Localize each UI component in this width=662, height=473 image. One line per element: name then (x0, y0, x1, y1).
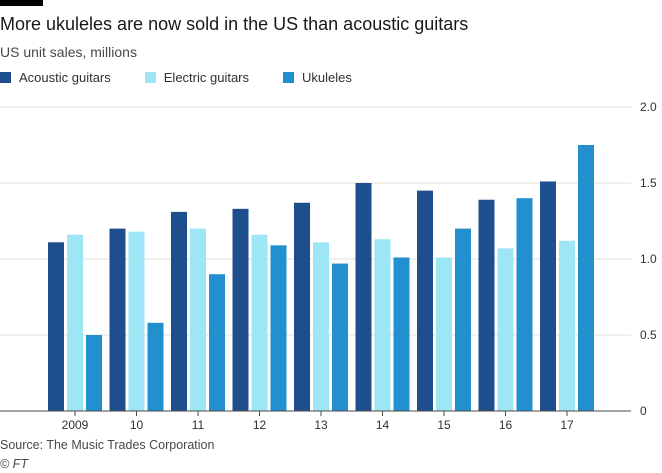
bar-ukuleles (455, 228, 471, 411)
bar-ukuleles (332, 263, 348, 411)
legend-item-acoustic: Acoustic guitars (0, 70, 111, 85)
bar-ukuleles (578, 145, 594, 411)
bar-electric-guitars (436, 257, 452, 411)
x-tick-label: 2009 (62, 418, 89, 432)
legend-swatch-electric (144, 71, 156, 83)
x-tick-label: 10 (130, 418, 144, 432)
bar-electric-guitars (559, 240, 575, 411)
x-tick-label: 16 (499, 418, 513, 432)
ft-top-bar (0, 0, 43, 6)
bar-acoustic-guitars (417, 190, 433, 411)
bar-ukuleles (393, 257, 410, 411)
bar-acoustic-guitars (294, 202, 310, 411)
x-tick-label: 12 (253, 418, 267, 432)
bar-electric-guitars (313, 242, 329, 411)
x-tick-label: 14 (376, 418, 390, 432)
y-tick-label: 1.5 (640, 176, 657, 190)
x-tick-label: 15 (437, 418, 451, 432)
bar-electric-guitars (497, 248, 514, 411)
source-note: Source: The Music Trades Corporation (0, 438, 215, 452)
bar-ukuleles (516, 198, 533, 411)
ft-credit: © FT (0, 457, 28, 471)
y-tick-label: 0.5 (640, 328, 657, 342)
bar-electric-guitars (251, 234, 268, 411)
legend-item-ukuleles: Ukuleles (283, 70, 352, 85)
bar-acoustic-guitars (109, 228, 126, 411)
legend-label-ukuleles: Ukuleles (302, 69, 352, 85)
bar-electric-guitars (128, 231, 145, 411)
bar-acoustic-guitars (232, 208, 249, 411)
x-tick-label: 13 (314, 418, 328, 432)
bar-electric-guitars (374, 239, 391, 411)
bar-acoustic-guitars (478, 199, 495, 411)
bar-electric-guitars (190, 228, 206, 411)
bar-acoustic-guitars (48, 242, 64, 411)
bar-ukuleles (270, 245, 287, 411)
legend-swatch-ukuleles (283, 71, 295, 83)
bar-acoustic-guitars (540, 181, 556, 411)
y-tick-label: 2.0 (640, 100, 657, 114)
bar-ukuleles (209, 274, 225, 411)
bar-chart: 0 0.5 1.0 1.5 2.0 2009 10 11 12 13 14 15 16 17 (0, 100, 657, 432)
bar-ukuleles (147, 322, 164, 411)
bar-ukuleles (86, 335, 102, 411)
bar-electric-guitars (67, 234, 83, 411)
bar-acoustic-guitars (171, 211, 187, 411)
legend-swatch-acoustic (0, 71, 11, 83)
chart-subtitle: US unit sales, millions (0, 44, 137, 60)
y-tick-label: 0 (640, 404, 647, 418)
legend-label-acoustic: Acoustic guitars (19, 69, 111, 85)
legend-item-electric: Electric guitars (144, 69, 250, 85)
x-tick-label: 11 (192, 418, 205, 432)
y-tick-label: 1.0 (640, 252, 657, 266)
x-tick-label: 17 (560, 418, 574, 432)
chart-title: More ukuleles are now sold in the US tha… (0, 14, 469, 34)
chart-legend: Acoustic guitars Electric guitars Ukulel… (0, 69, 386, 85)
bar-acoustic-guitars (355, 183, 372, 411)
legend-label-electric: Electric guitars (163, 69, 250, 85)
